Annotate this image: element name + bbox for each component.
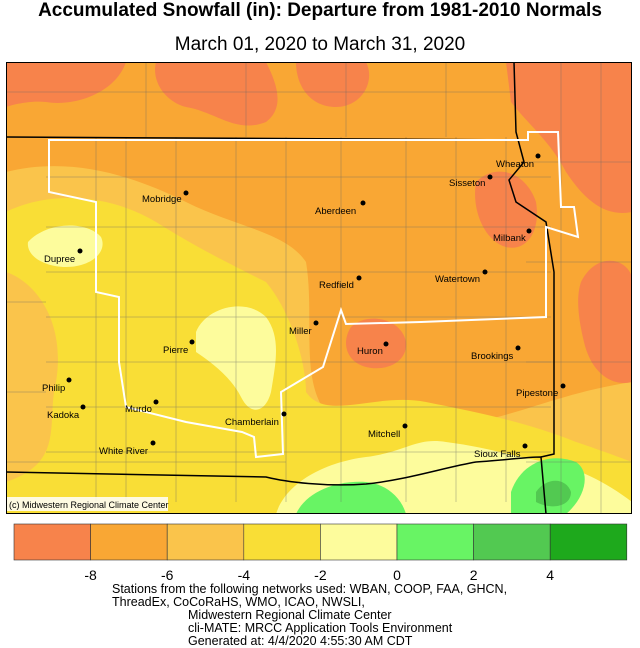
- zone-dupree-light: [27, 225, 103, 267]
- legend-tick-label: -2: [314, 567, 327, 582]
- sd-mn-border: [508, 62, 555, 458]
- svg-text:White River: White River: [99, 446, 148, 457]
- map-title: Accumulated Snowfall (in): Departure fro…: [38, 0, 602, 21]
- footer-line-5: Generated at: 4/4/2020 4:55:30 AM CDT: [188, 634, 413, 648]
- city-sisseton: Sisseton: [449, 174, 493, 189]
- legend-tick-label: 2: [470, 567, 478, 582]
- svg-text:Sioux Falls: Sioux Falls: [474, 449, 521, 460]
- legend-swatch: [243, 523, 321, 561]
- map-frame: [6, 62, 632, 514]
- city-milbank: Milbank: [493, 228, 532, 244]
- zone-minus8-north-right: [296, 62, 370, 107]
- svg-text:Milbank: Milbank: [493, 233, 526, 244]
- credit-text: (c) Midwestern Regional Climate Center: [9, 500, 169, 510]
- legend-swatch: [473, 523, 551, 561]
- legend-tick-label: -6: [161, 567, 174, 582]
- legend-swatch: [396, 523, 474, 561]
- zone-minus4-6-far-west: [6, 272, 58, 482]
- zone-minus8-north-center: [155, 62, 278, 126]
- city-markers: Wheaton Sisseton Mobridge Aberdeen Milba…: [42, 153, 566, 460]
- zone-minus8-east: [506, 62, 632, 213]
- legend-swatches: [13, 523, 628, 561]
- city-watertown: Watertown: [435, 269, 488, 285]
- svg-text:Philip: Philip: [42, 383, 65, 394]
- svg-text:Mitchell: Mitchell: [368, 429, 400, 440]
- sd-ne-border: [6, 456, 547, 514]
- svg-text:Dupree: Dupree: [44, 254, 75, 265]
- svg-text:Wheaton: Wheaton: [496, 159, 534, 170]
- credit-box: [6, 497, 168, 511]
- footer-line-3: Midwestern Regional Climate Center: [188, 608, 392, 622]
- legend-swatch: [166, 523, 245, 561]
- snowfall-map: Wheaton Sisseton Mobridge Aberdeen Milba…: [6, 62, 632, 514]
- svg-text:Miller: Miller: [289, 326, 312, 337]
- city-aberdeen: Aberdeen: [315, 200, 366, 217]
- svg-text:Watertown: Watertown: [435, 274, 480, 285]
- city-mobridge: Mobridge: [142, 190, 189, 205]
- svg-text:Kadoka: Kadoka: [47, 410, 80, 421]
- map-subtitle: March 01, 2020 to March 31, 2020: [174, 34, 466, 55]
- city-dupree: Dupree: [44, 248, 83, 265]
- legend-tick-label: 0: [393, 567, 401, 582]
- city-miller: Miller: [289, 320, 319, 337]
- legend-tick-label: 4: [546, 567, 554, 582]
- zone-minus2-4: [6, 198, 632, 514]
- svg-text:Chamberlain: Chamberlain: [225, 417, 279, 428]
- svg-text:Brookings: Brookings: [471, 351, 513, 362]
- zone-minus8-huron: [346, 318, 407, 369]
- legend-swatch: [549, 523, 628, 561]
- legend-tick-label: -4: [238, 567, 251, 582]
- color-legend: -8 -6 -4 -2 0 2 4: [13, 523, 628, 582]
- legend-swatch: [90, 523, 168, 561]
- svg-text:Murdo: Murdo: [125, 404, 152, 415]
- zone-minus8-pipestone: [578, 260, 632, 383]
- city-chamberlain: Chamberlain: [225, 411, 287, 428]
- city-mitchell: Mitchell: [368, 423, 408, 440]
- city-huron: Huron: [357, 341, 389, 357]
- svg-text:Redfield: Redfield: [319, 280, 354, 291]
- city-sioux-falls: Sioux Falls: [474, 443, 528, 460]
- svg-text:Sisseton: Sisseton: [449, 178, 485, 189]
- city-kadoka: Kadoka: [47, 404, 86, 421]
- region-outline: [48, 131, 580, 459]
- svg-text:Mobridge: Mobridge: [142, 194, 182, 205]
- city-redfield: Redfield: [319, 275, 362, 291]
- legend-ticks: -8 -6 -4 -2 0 2 4: [84, 567, 554, 582]
- city-white-river: White River: [99, 440, 156, 457]
- city-philip: Philip: [42, 377, 72, 394]
- zone-green-south-central: [296, 481, 406, 514]
- footer-line-2: ThreadEx, CoCoRaHS, WMO, ICAO, NWSLI,: [112, 595, 365, 609]
- footer-line-1: Stations from the following networks use…: [112, 582, 508, 596]
- zone-minus8-north-west: [6, 62, 126, 107]
- city-wheaton: Wheaton: [496, 153, 541, 170]
- footer-line-4: cli-MATE: MRCC Application Tools Environ…: [188, 621, 453, 635]
- svg-text:Pipestone: Pipestone: [516, 388, 558, 399]
- legend-swatch: [320, 523, 398, 561]
- svg-text:Aberdeen: Aberdeen: [315, 206, 356, 217]
- city-brookings: Brookings: [471, 345, 521, 362]
- svg-text:Pierre: Pierre: [163, 345, 188, 356]
- svg-text:Huron: Huron: [357, 346, 383, 357]
- city-murdo: Murdo: [125, 399, 159, 415]
- city-pierre: Pierre: [163, 339, 195, 356]
- contour-zones: [6, 62, 632, 514]
- city-pipestone: Pipestone: [516, 383, 566, 399]
- legend-tick-label: -8: [84, 567, 97, 582]
- legend-swatch: [13, 523, 91, 561]
